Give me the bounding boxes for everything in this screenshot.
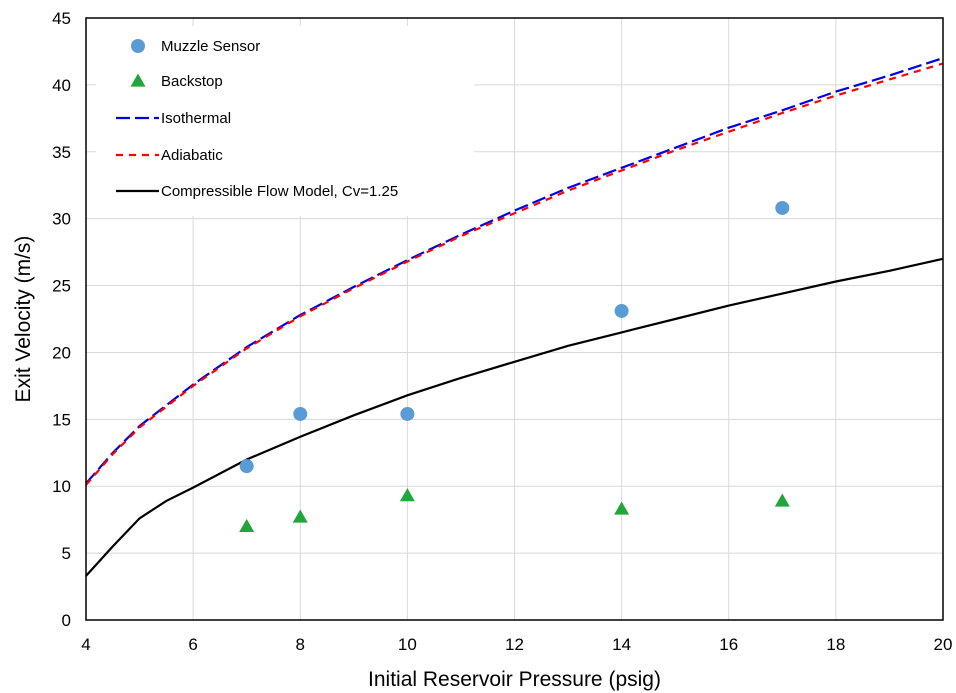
backstop-point	[292, 509, 308, 523]
backstop-point	[774, 493, 790, 507]
legend-marker	[130, 73, 146, 87]
legend-item: Backstop	[130, 73, 223, 90]
legend-label: Muzzle Sensor	[161, 38, 260, 55]
y-axis-ticks: 0 5 10 15 20 25 30 35 40 45	[52, 9, 71, 630]
x-tick-label: 20	[934, 635, 953, 654]
muzzle-sensor-point	[293, 406, 308, 421]
x-tick-label: 16	[719, 635, 738, 654]
y-tick-label: 20	[52, 343, 71, 362]
legend: Muzzle Sensor Backstop Isothermal Adiabatic…	[96, 26, 474, 216]
series-line-adiabatic	[85, 62, 944, 486]
backstop-point	[399, 488, 415, 502]
muzzle-sensor-point	[400, 406, 415, 421]
x-tick-label: 6	[188, 635, 197, 654]
x-axis-ticks: 4 6 8 10 12 14 16 18 20	[81, 635, 952, 654]
y-tick-label: 35	[52, 143, 71, 162]
legend-label: Compressible Flow Model, Cv=1.25	[161, 183, 398, 200]
backstop-point	[239, 518, 255, 532]
x-axis-title: Initial Reservoir Pressure (psig)	[368, 668, 661, 691]
legend-item: Compressible Flow Model, Cv=1.25	[116, 183, 398, 200]
plot-area-frame	[85, 17, 944, 621]
x-tick-label: 14	[612, 635, 631, 654]
muzzle-sensor-point	[614, 303, 629, 318]
y-tick-label: 15	[52, 410, 71, 429]
y-tick-label: 25	[52, 277, 71, 296]
grid	[85, 17, 944, 621]
legend-item: Isothermal	[116, 110, 231, 127]
y-tick-label: 10	[52, 477, 71, 496]
series-lines	[85, 57, 944, 577]
data-points	[239, 200, 790, 532]
legend-item: Adiabatic	[116, 147, 223, 164]
x-tick-label: 10	[398, 635, 417, 654]
y-axis-title: Exit Velocity (m/s)	[12, 236, 35, 403]
backstop-point	[614, 501, 630, 515]
muzzle-sensor-point	[239, 459, 254, 474]
legend-label: Adiabatic	[161, 147, 223, 164]
y-tick-label: 5	[62, 544, 71, 563]
y-tick-label: 0	[62, 611, 71, 630]
legend-label: Backstop	[161, 73, 223, 90]
legend-item: Muzzle Sensor	[131, 38, 260, 55]
y-tick-label: 30	[52, 210, 71, 229]
legend-marker	[131, 39, 145, 53]
y-tick-label: 40	[52, 76, 71, 95]
legend-label: Isothermal	[161, 110, 231, 127]
series-line-compressible-flow-model-cv-1-25	[85, 257, 944, 577]
x-tick-label: 12	[505, 635, 524, 654]
y-tick-label: 45	[52, 9, 71, 28]
x-tick-label: 4	[81, 635, 90, 654]
x-tick-label: 18	[826, 635, 845, 654]
legend-background	[96, 26, 474, 216]
muzzle-sensor-point	[775, 200, 790, 215]
x-tick-label: 8	[296, 635, 305, 654]
